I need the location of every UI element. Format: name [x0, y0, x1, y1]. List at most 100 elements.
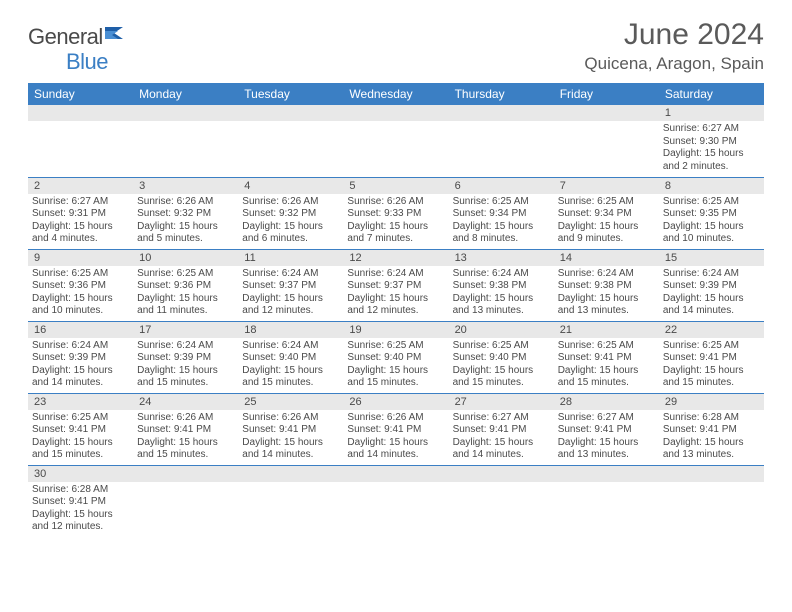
sunrise-line: Sunrise: 6:25 AM [137, 268, 234, 281]
calendar-week-row: 23Sunrise: 6:25 AMSunset: 9:41 PMDayligh… [28, 393, 764, 465]
sunset-line: Sunset: 9:41 PM [453, 424, 550, 437]
day-number-empty [133, 466, 238, 482]
header-right: June 2024 Quicena, Aragon, Spain [584, 18, 764, 74]
sunrise-line: Sunrise: 6:24 AM [347, 268, 444, 281]
day-details: Sunrise: 6:26 AMSunset: 9:33 PMDaylight:… [343, 194, 448, 248]
day-number: 29 [659, 394, 764, 410]
calendar-week-row: 16Sunrise: 6:24 AMSunset: 9:39 PMDayligh… [28, 321, 764, 393]
day-number: 25 [238, 394, 343, 410]
sunrise-line: Sunrise: 6:28 AM [663, 412, 760, 425]
calendar-day-cell: 7Sunrise: 6:25 AMSunset: 9:34 PMDaylight… [554, 177, 659, 249]
sunset-line: Sunset: 9:31 PM [32, 208, 129, 221]
sunset-line: Sunset: 9:39 PM [137, 352, 234, 365]
weekday-header: Saturday [659, 83, 764, 105]
calendar-week-row: 30Sunrise: 6:28 AMSunset: 9:41 PMDayligh… [28, 465, 764, 537]
sunset-line: Sunset: 9:37 PM [347, 280, 444, 293]
day-details: Sunrise: 6:26 AMSunset: 9:32 PMDaylight:… [238, 194, 343, 248]
daylight-line: Daylight: 15 hours and 14 minutes. [663, 293, 760, 318]
day-details: Sunrise: 6:25 AMSunset: 9:36 PMDaylight:… [133, 266, 238, 320]
calendar-day-cell: 29Sunrise: 6:28 AMSunset: 9:41 PMDayligh… [659, 393, 764, 465]
sunset-line: Sunset: 9:33 PM [347, 208, 444, 221]
day-details: Sunrise: 6:28 AMSunset: 9:41 PMDaylight:… [659, 410, 764, 464]
day-details: Sunrise: 6:24 AMSunset: 9:39 PMDaylight:… [659, 266, 764, 320]
sunset-line: Sunset: 9:41 PM [32, 496, 129, 509]
day-number: 30 [28, 466, 133, 482]
day-number: 19 [343, 322, 448, 338]
day-number: 22 [659, 322, 764, 338]
day-number-empty [133, 105, 238, 121]
calendar-day-cell: 2Sunrise: 6:27 AMSunset: 9:31 PMDaylight… [28, 177, 133, 249]
daylight-line: Daylight: 15 hours and 15 minutes. [663, 365, 760, 390]
weekday-header: Wednesday [343, 83, 448, 105]
sunset-line: Sunset: 9:32 PM [137, 208, 234, 221]
calendar-day-cell: 14Sunrise: 6:24 AMSunset: 9:38 PMDayligh… [554, 249, 659, 321]
sunrise-line: Sunrise: 6:25 AM [453, 196, 550, 209]
sunset-line: Sunset: 9:40 PM [347, 352, 444, 365]
calendar-day-cell: 9Sunrise: 6:25 AMSunset: 9:36 PMDaylight… [28, 249, 133, 321]
calendar-day-cell: 25Sunrise: 6:26 AMSunset: 9:41 PMDayligh… [238, 393, 343, 465]
day-details: Sunrise: 6:25 AMSunset: 9:34 PMDaylight:… [554, 194, 659, 248]
daylight-line: Daylight: 15 hours and 12 minutes. [242, 293, 339, 318]
sunset-line: Sunset: 9:39 PM [32, 352, 129, 365]
sunrise-line: Sunrise: 6:24 AM [453, 268, 550, 281]
sunrise-line: Sunrise: 6:25 AM [663, 340, 760, 353]
calendar-empty-cell [449, 105, 554, 177]
day-number: 16 [28, 322, 133, 338]
calendar-day-cell: 17Sunrise: 6:24 AMSunset: 9:39 PMDayligh… [133, 321, 238, 393]
day-number: 13 [449, 250, 554, 266]
calendar-day-cell: 5Sunrise: 6:26 AMSunset: 9:33 PMDaylight… [343, 177, 448, 249]
daylight-line: Daylight: 15 hours and 15 minutes. [558, 365, 655, 390]
calendar-day-cell: 15Sunrise: 6:24 AMSunset: 9:39 PMDayligh… [659, 249, 764, 321]
day-details: Sunrise: 6:27 AMSunset: 9:30 PMDaylight:… [659, 121, 764, 175]
day-number: 4 [238, 178, 343, 194]
day-details: Sunrise: 6:28 AMSunset: 9:41 PMDaylight:… [28, 482, 133, 536]
day-number: 5 [343, 178, 448, 194]
calendar-empty-cell [554, 105, 659, 177]
calendar-page: GeneralBlue June 2024 Quicena, Aragon, S… [0, 0, 792, 555]
weekday-header: Tuesday [238, 83, 343, 105]
day-details: Sunrise: 6:26 AMSunset: 9:41 PMDaylight:… [343, 410, 448, 464]
calendar-empty-cell [659, 465, 764, 537]
sunrise-line: Sunrise: 6:26 AM [242, 196, 339, 209]
day-number: 12 [343, 250, 448, 266]
logo-text-general: General [28, 24, 103, 50]
month-title: June 2024 [584, 18, 764, 52]
calendar-empty-cell [343, 465, 448, 537]
sunset-line: Sunset: 9:37 PM [242, 280, 339, 293]
day-number: 6 [449, 178, 554, 194]
location: Quicena, Aragon, Spain [584, 54, 764, 74]
daylight-line: Daylight: 15 hours and 14 minutes. [347, 437, 444, 462]
sunrise-line: Sunrise: 6:26 AM [347, 196, 444, 209]
daylight-line: Daylight: 15 hours and 11 minutes. [137, 293, 234, 318]
sunrise-line: Sunrise: 6:24 AM [32, 340, 129, 353]
calendar-day-cell: 21Sunrise: 6:25 AMSunset: 9:41 PMDayligh… [554, 321, 659, 393]
sunrise-line: Sunrise: 6:24 AM [242, 340, 339, 353]
day-number: 14 [554, 250, 659, 266]
calendar-day-cell: 27Sunrise: 6:27 AMSunset: 9:41 PMDayligh… [449, 393, 554, 465]
day-number: 21 [554, 322, 659, 338]
sunset-line: Sunset: 9:41 PM [347, 424, 444, 437]
day-details: Sunrise: 6:24 AMSunset: 9:39 PMDaylight:… [133, 338, 238, 392]
sunset-line: Sunset: 9:34 PM [558, 208, 655, 221]
sunrise-line: Sunrise: 6:24 AM [558, 268, 655, 281]
calendar-day-cell: 11Sunrise: 6:24 AMSunset: 9:37 PMDayligh… [238, 249, 343, 321]
daylight-line: Daylight: 15 hours and 12 minutes. [347, 293, 444, 318]
daylight-line: Daylight: 15 hours and 15 minutes. [137, 365, 234, 390]
sunset-line: Sunset: 9:39 PM [663, 280, 760, 293]
daylight-line: Daylight: 15 hours and 14 minutes. [242, 437, 339, 462]
day-details: Sunrise: 6:26 AMSunset: 9:41 PMDaylight:… [133, 410, 238, 464]
daylight-line: Daylight: 15 hours and 9 minutes. [558, 221, 655, 246]
daylight-line: Daylight: 15 hours and 8 minutes. [453, 221, 550, 246]
sunrise-line: Sunrise: 6:26 AM [242, 412, 339, 425]
sunrise-line: Sunrise: 6:25 AM [558, 196, 655, 209]
day-details: Sunrise: 6:25 AMSunset: 9:41 PMDaylight:… [28, 410, 133, 464]
calendar-day-cell: 4Sunrise: 6:26 AMSunset: 9:32 PMDaylight… [238, 177, 343, 249]
day-details: Sunrise: 6:27 AMSunset: 9:41 PMDaylight:… [554, 410, 659, 464]
sunset-line: Sunset: 9:41 PM [32, 424, 129, 437]
daylight-line: Daylight: 15 hours and 15 minutes. [453, 365, 550, 390]
daylight-line: Daylight: 15 hours and 13 minutes. [558, 293, 655, 318]
day-number-empty [238, 105, 343, 121]
calendar-empty-cell [28, 105, 133, 177]
daylight-line: Daylight: 15 hours and 13 minutes. [558, 437, 655, 462]
day-number: 1 [659, 105, 764, 121]
